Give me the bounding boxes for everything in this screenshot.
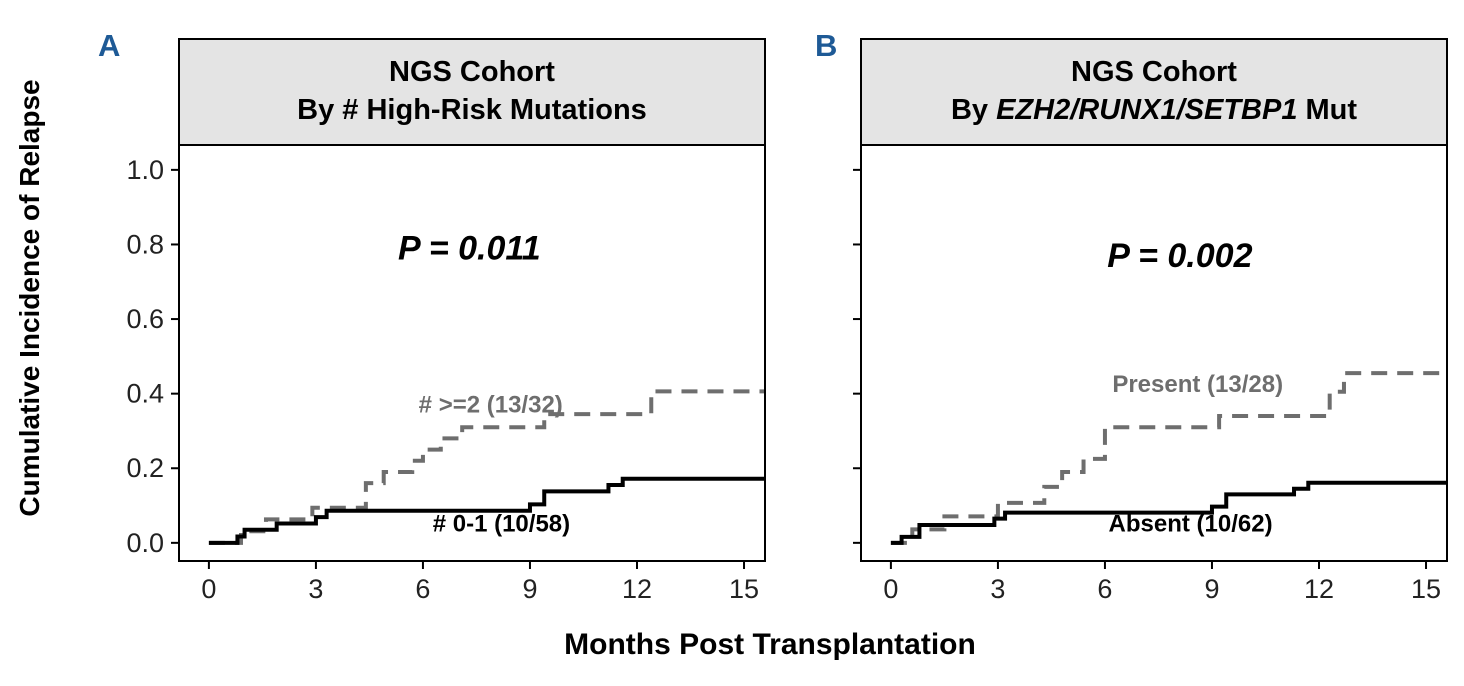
panel-a-title-line1: NGS Cohort: [389, 56, 555, 88]
svg-text:12: 12: [1304, 574, 1334, 604]
svg-text:1.0: 1.0: [126, 155, 164, 185]
svg-text:0: 0: [883, 574, 898, 604]
panel-b-title-strip: NGS Cohort By EZH2/RUNX1/SETBP1 Mut: [862, 40, 1446, 146]
svg-text:9: 9: [1204, 574, 1219, 604]
series-label: # 0-1 (10/58): [433, 511, 570, 538]
series-label: Present (13/28): [1112, 371, 1283, 398]
panel-a-title-line2-prefix: By # High-Risk Mutations: [297, 94, 647, 126]
panel-b-title-line2-italic: EZH2/RUNX1/SETBP1: [996, 94, 1298, 126]
curve-solid: [208, 476, 764, 545]
svg-text:15: 15: [729, 574, 759, 604]
p-value-annotation: P = 0.002: [1107, 237, 1252, 275]
p-value-annotation: P = 0.011: [398, 229, 541, 267]
series-label: Absent (10/62): [1109, 511, 1273, 538]
panel-a-title-line2: By # High-Risk Mutations: [180, 91, 764, 129]
panel-b-title-line2: By EZH2/RUNX1/SETBP1 Mut: [862, 91, 1446, 129]
curve-dashed: [208, 389, 764, 545]
panel-a-title-strip: NGS Cohort By # High-Risk Mutations: [180, 40, 764, 146]
panel-b-title-line2-suffix: Mut: [1297, 94, 1358, 126]
svg-text:3: 3: [990, 574, 1005, 604]
curve-dashed: [890, 371, 1446, 545]
panel-b-title-line2-prefix: By: [950, 94, 997, 126]
svg-text:0.0: 0.0: [126, 528, 164, 558]
panel-a-letter: A: [98, 28, 121, 63]
svg-text:6: 6: [1097, 574, 1112, 604]
svg-text:15: 15: [1411, 574, 1441, 604]
svg-text:12: 12: [622, 574, 652, 604]
svg-text:0: 0: [201, 574, 216, 604]
svg-text:0.4: 0.4: [126, 379, 164, 409]
svg-text:0.8: 0.8: [126, 229, 164, 259]
y-axis-title: Cumulative Incidence of Relapse: [14, 79, 45, 517]
x-axis-title: Months Post Transplantation: [564, 628, 976, 661]
series-label: # >=2 (13/32): [419, 391, 563, 418]
svg-text:6: 6: [415, 574, 430, 604]
svg-text:9: 9: [522, 574, 537, 604]
svg-text:0.6: 0.6: [126, 304, 164, 334]
panel-b-plot: 0 3 6 9 12 15 Present (13/28) Absent (10/62) P =…: [853, 168, 1446, 604]
panel-a: NGS Cohort By # High-Risk Mutations 0 3 6 9…: [126, 38, 766, 604]
curve-solid: [890, 480, 1446, 545]
svg-text:0.2: 0.2: [126, 453, 164, 483]
panel-b-letter: B: [815, 28, 838, 63]
panel-b-title-line1: NGS Cohort: [1071, 56, 1237, 88]
svg-text:3: 3: [308, 574, 323, 604]
panel-a-plot: 0 3 6 9 12 15 0.0 0.2 0.4 0.6 0.8 1.0 # >=2 (13/32) #…: [126, 155, 764, 604]
panel-b: NGS Cohort By EZH2/RUNX1/SETBP1 Mut 0 3 6 9…: [853, 38, 1448, 604]
